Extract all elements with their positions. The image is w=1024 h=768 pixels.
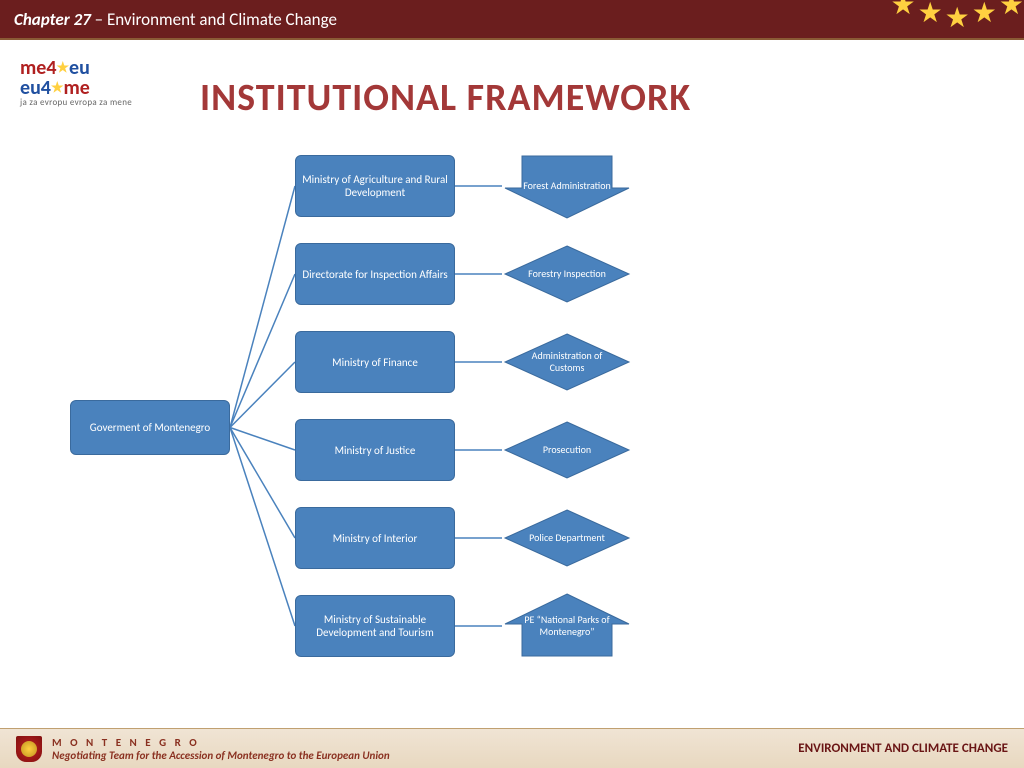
footer-text: M O N T E N E G R O Negotiating Team for… xyxy=(52,736,390,762)
header-title: Chapter 27 – Environment and Climate Cha… xyxy=(14,9,337,30)
logo-subtitle: ja za evropu evropa za mene xyxy=(20,98,132,107)
star-icon: ★ xyxy=(890,0,915,22)
agency-node: Forest Administration xyxy=(502,155,632,217)
agency-label: Police Department xyxy=(522,532,612,544)
header-stars: ★ ★ ★ ★ ★ xyxy=(890,0,1024,30)
root-node: Goverment of Montenegro xyxy=(70,400,230,455)
star-icon: ★ xyxy=(999,0,1024,22)
star-icon: ★ xyxy=(972,0,997,30)
agency-label: Prosecution xyxy=(522,444,612,456)
ministry-node: Ministry of Interior xyxy=(295,507,455,569)
footer-topic: ENVIRONMENT AND CLIMATE CHANGE xyxy=(798,741,1008,756)
chapter-label: Chapter 27 xyxy=(14,9,91,30)
page-title: INSTITUTIONAL FRAMEWORK xyxy=(200,75,691,121)
crest-icon xyxy=(16,736,42,762)
ministry-node: Ministry of Sustainable Development and … xyxy=(295,595,455,657)
chapter-topic: – Environment and Climate Change xyxy=(91,9,337,30)
agency-node: Prosecution xyxy=(502,419,632,481)
logo-line-2: eu4★me xyxy=(20,78,132,98)
agency-node: Forestry Inspection xyxy=(502,243,632,305)
root-label: Goverment of Montenegro xyxy=(90,421,210,434)
agency-label: Forest Administration xyxy=(522,180,612,192)
star-icon: ★ xyxy=(51,79,64,96)
agency-node: Administration of Customs xyxy=(502,331,632,393)
agency-node: Police Department xyxy=(502,507,632,569)
footer-country: M O N T E N E G R O xyxy=(52,736,390,749)
footer-subtitle: Negotiating Team for the Accession of Mo… xyxy=(52,749,390,762)
ministry-node: Ministry of Agriculture and Rural Develo… xyxy=(295,155,455,217)
agency-label: Administration of Customs xyxy=(522,350,612,374)
agency-label: Forestry Inspection xyxy=(522,268,612,280)
star-icon: ★ xyxy=(56,59,69,76)
ministry-node: Ministry of Justice xyxy=(295,419,455,481)
agency-node: PE “National Parks of Montenegro” xyxy=(502,595,632,657)
ministry-node: Ministry of Finance xyxy=(295,331,455,393)
footer-bar: M O N T E N E G R O Negotiating Team for… xyxy=(0,728,1024,768)
header-bar: Chapter 27 – Environment and Climate Cha… xyxy=(0,0,1024,40)
org-chart: Goverment of Montenegro Ministry of Agri… xyxy=(70,155,670,685)
ministry-node: Directorate for Inspection Affairs xyxy=(295,243,455,305)
agency-label: PE “National Parks of Montenegro” xyxy=(522,614,612,638)
logo: me4★eu eu4★me ja za evropu evropa za men… xyxy=(20,58,132,107)
logo-line-1: me4★eu xyxy=(20,58,132,78)
star-icon: ★ xyxy=(918,0,943,30)
star-icon: ★ xyxy=(945,0,970,35)
